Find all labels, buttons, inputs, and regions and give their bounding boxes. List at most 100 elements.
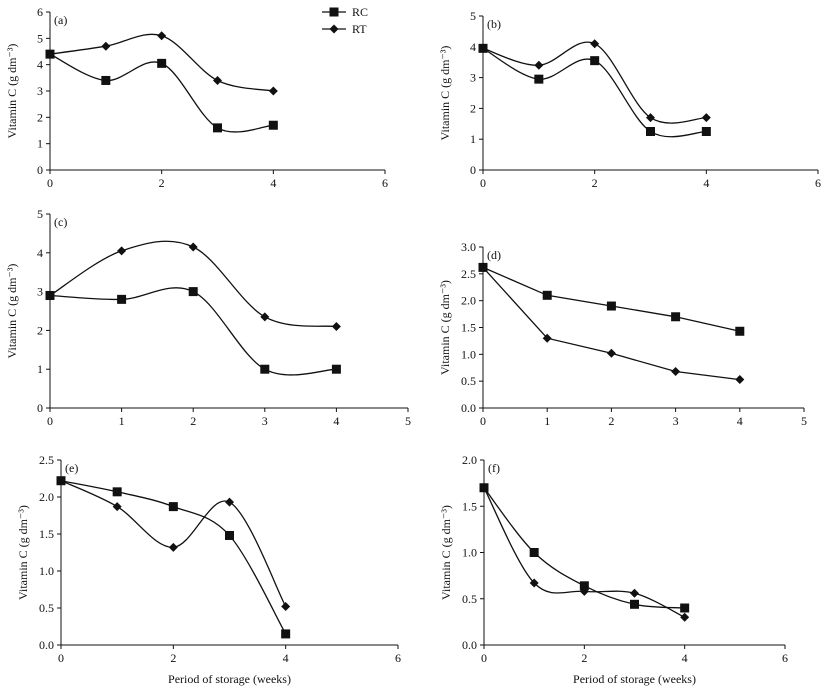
data-point-rt [260, 312, 270, 322]
y-tick-label: 3 [470, 71, 476, 85]
panel-label: (b) [487, 17, 501, 31]
chart-panel-a: 0 1 2 3 4 5 6 0 2 4 6 (a) Vitamin C (g dm⁻³) [5, 5, 388, 190]
data-point-rt [56, 476, 66, 486]
y-tick-label: 3.0 [461, 240, 476, 254]
series-line-rc [482, 266, 740, 332]
panel-label: (e) [65, 461, 78, 475]
data-point-rc [701, 127, 711, 136]
data-point-rc [188, 287, 198, 297]
x-tick-label: 0 [47, 414, 53, 428]
data-point-rt [281, 602, 291, 612]
y-tick-label: 0.5 [462, 592, 477, 606]
data-point-rt [701, 113, 711, 123]
data-point-rc [101, 75, 111, 85]
series-line-rt [483, 487, 685, 618]
chart-panel-c: 0 1 2 3 4 5 0 1 2 3 4 5 (c) Vitamin C (g dm⁻³) [5, 207, 411, 428]
chart-panel-f: 0.0 0.5 1.0 1.5 2.0 0 2 4 6 (f) Vitamin C (g dm⁻³)… [439, 453, 788, 686]
x-tick-label: 6 [382, 176, 388, 190]
chart-panel-e: 0.0 0.5 1.0 1.5 2.0 2.5 0 2 4 6 (e) Vitamin C (g dm… [16, 453, 401, 686]
panel-label: (d) [487, 248, 501, 262]
x-tick-label: 4 [333, 414, 339, 428]
data-point-rc [225, 530, 234, 540]
y-tick-label: 1.0 [462, 546, 477, 560]
data-point-rt [479, 483, 489, 493]
x-tick-label: 0 [58, 651, 64, 665]
data-point-rc [281, 629, 291, 639]
y-tick-label: 4 [470, 40, 476, 54]
data-point-rc [168, 502, 178, 512]
y-tick-label: 0.0 [462, 638, 477, 652]
y-tick-label: 2.5 [461, 267, 476, 281]
y-tick-label: 1.5 [462, 499, 477, 513]
y-axis-label: Vitamin C (g dm⁻³) [439, 505, 453, 600]
data-point-rc [529, 548, 539, 557]
series-line-rc [49, 287, 337, 376]
y-tick-label: 2.0 [462, 453, 477, 467]
panel-label: (f) [488, 461, 500, 475]
y-axis-label: Vitamin C (g dm⁻³) [5, 44, 19, 139]
x-tick-label: 2 [592, 176, 598, 190]
x-tick-label: 2 [608, 414, 614, 428]
x-tick-label: 5 [405, 414, 411, 428]
series-line-rt [49, 240, 337, 328]
data-point-rt [225, 497, 234, 507]
y-tick-label: 0 [37, 401, 43, 415]
y-tick-label: 2.5 [39, 453, 54, 467]
panel-label: (c) [54, 215, 67, 229]
y-tick-label: 0 [470, 163, 476, 177]
data-point-rt [646, 113, 655, 123]
x-tick-label: 6 [815, 176, 821, 190]
x-tick-label: 0 [480, 414, 486, 428]
data-point-rc [331, 364, 341, 374]
y-tick-label: 1 [37, 137, 43, 151]
data-point-rc [534, 74, 544, 84]
x-tick-label: 1 [544, 414, 550, 428]
y-tick-label: 1.5 [461, 321, 476, 335]
data-point-rc [606, 301, 616, 311]
data-point-rt [331, 322, 341, 332]
data-point-rt [606, 348, 616, 358]
x-tick-label: 4 [737, 414, 743, 428]
y-tick-label: 2.0 [461, 294, 476, 308]
y-tick-label: 5 [37, 207, 43, 221]
x-tick-label: 6 [782, 651, 788, 665]
data-point-rt [735, 375, 745, 385]
series-line-rt [482, 41, 707, 124]
y-tick-label: 0 [37, 163, 43, 177]
x-tick-label: 0 [47, 176, 53, 190]
y-tick-label: 1.0 [461, 347, 476, 361]
x-tick-label: 4 [682, 651, 688, 665]
data-point-rc [646, 127, 655, 136]
x-tick-label: 2 [159, 176, 165, 190]
y-tick-label: 0.0 [39, 638, 54, 652]
y-tick-label: 0.0 [461, 401, 476, 415]
y-tick-label: 6 [37, 5, 43, 19]
series-line-rt [60, 480, 287, 607]
data-point-rc [735, 326, 745, 336]
y-tick-label: 4 [37, 246, 43, 260]
data-point-rt [168, 542, 178, 552]
data-point-rt [213, 75, 222, 85]
data-point-rt [478, 43, 488, 53]
y-tick-label: 4 [37, 58, 43, 72]
data-point-rt [630, 588, 639, 598]
data-point-rc [157, 58, 167, 68]
x-tick-label: 2 [170, 651, 176, 665]
data-point-rt [579, 586, 589, 596]
data-point-rt [188, 242, 198, 252]
data-point-rc [671, 312, 681, 322]
data-point-rt [112, 502, 122, 512]
x-tick-label: 2 [190, 414, 196, 428]
chart-panel-b: 0 1 2 3 4 5 0 2 4 6 (b) Vitamin C (g dm⁻³) [438, 9, 821, 190]
data-point-rc [112, 487, 122, 497]
y-tick-label: 0.5 [39, 601, 54, 615]
x-tick-label: 3 [673, 414, 679, 428]
data-point-rt [529, 578, 539, 588]
y-tick-label: 5 [37, 31, 43, 45]
y-tick-label: 1 [470, 132, 476, 146]
data-point-rc [590, 56, 600, 66]
data-point-rt [542, 333, 552, 343]
data-point-rt [680, 612, 690, 622]
y-tick-label: 2.0 [39, 490, 54, 504]
